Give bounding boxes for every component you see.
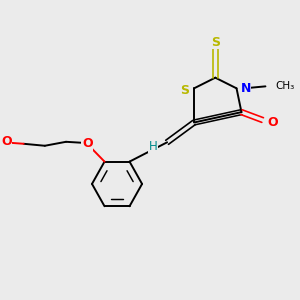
Text: S: S: [211, 35, 220, 49]
Text: N: N: [240, 82, 251, 95]
Text: H: H: [149, 140, 158, 153]
Text: O: O: [1, 135, 12, 148]
Text: O: O: [268, 116, 278, 128]
Text: CH₃: CH₃: [275, 81, 294, 92]
Text: S: S: [180, 84, 189, 97]
Text: O: O: [82, 137, 92, 150]
